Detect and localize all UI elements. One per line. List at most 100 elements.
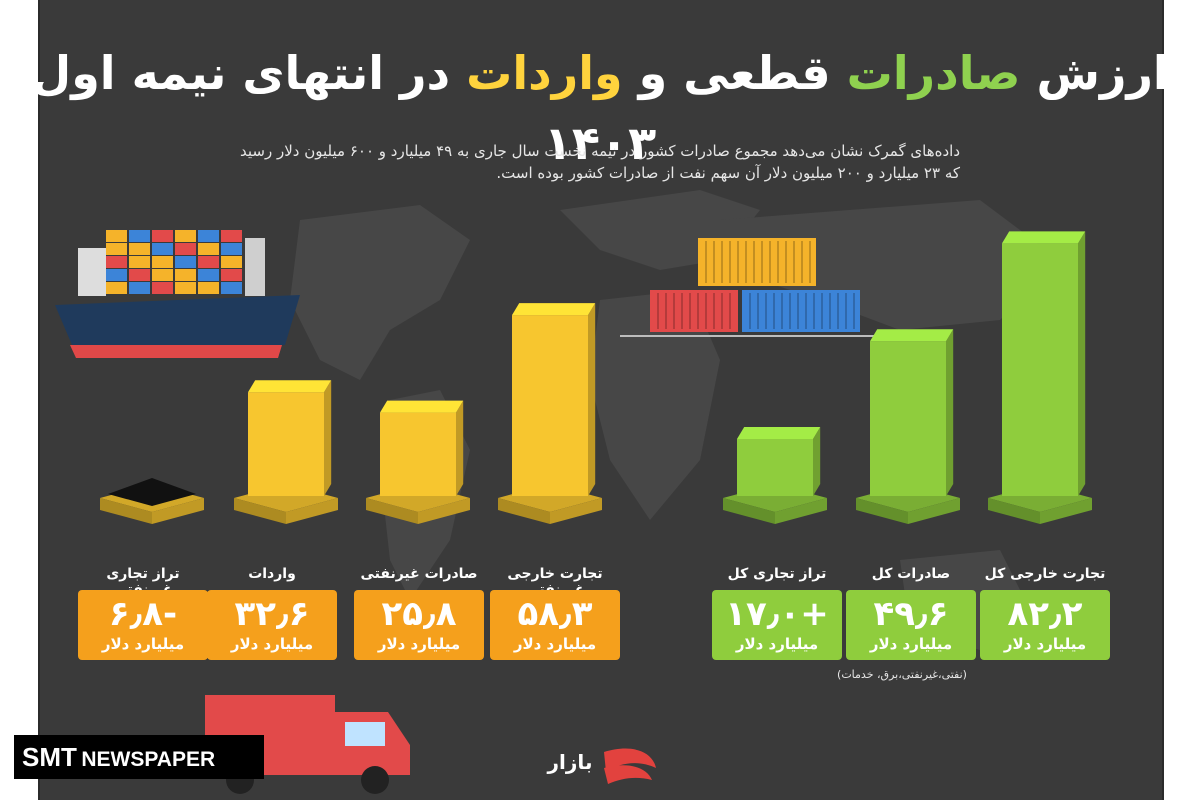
ship-container	[129, 230, 150, 242]
ship-container	[175, 230, 196, 242]
bar-side	[813, 427, 821, 496]
brand-part-2: NEWSPAPER	[81, 748, 216, 771]
value-box-total-balance: +۱۷٫۰ میلیارد دلار	[712, 590, 842, 660]
ship-container	[129, 269, 150, 281]
ship-container	[106, 256, 127, 268]
description-line-2: که ۲۳ میلیارد و ۲۰۰ میلیون دلار آن سهم ن…	[496, 164, 960, 182]
infographic-title: ارزش صادرات قطعی و واردات در انتهای نیمه…	[0, 38, 1200, 178]
left-border-line	[38, 0, 40, 800]
bar-base-side	[286, 498, 338, 524]
label-imports: واردات	[248, 566, 296, 582]
bar-0-0	[498, 303, 602, 524]
title-part-3: قطعی و	[622, 46, 847, 100]
bar-base-side	[988, 498, 1040, 524]
description: داده‌های گمرک نشان می‌دهد مجموع صادرات ک…	[220, 140, 960, 184]
bar-side	[456, 400, 464, 496]
ship-container	[198, 243, 219, 255]
label-total-exports: صادرات کل	[871, 566, 951, 582]
bar-top	[1002, 231, 1086, 244]
bar-top	[380, 400, 464, 413]
bar-front	[737, 439, 813, 496]
unit-total-trade: میلیارد دلار	[1003, 635, 1087, 653]
ship-container	[198, 230, 219, 242]
bar-side	[324, 380, 332, 496]
smt-newspaper-watermark: SMT NEWSPAPER	[14, 735, 264, 779]
ship-container	[106, 282, 127, 294]
bar-front	[1002, 243, 1078, 496]
value-box-total-trade: ۸۲٫۲ میلیارد دلار	[980, 590, 1110, 660]
bar-base-side	[152, 498, 204, 524]
title-exports-word: صادرات	[846, 46, 1021, 100]
bar-side	[1078, 231, 1086, 496]
bar-base-side	[100, 498, 152, 524]
bar-base-side	[775, 498, 827, 524]
bar-front	[870, 341, 946, 496]
ship-container	[198, 256, 219, 268]
bar-base-side	[234, 498, 286, 524]
value-total-exports: ۴۹٫۶	[873, 594, 949, 634]
bar-base-side	[550, 498, 602, 524]
bar-base-side	[856, 498, 908, 524]
bar-top	[737, 427, 821, 439]
shipping-containers-icon	[620, 238, 880, 337]
ship-container	[129, 256, 150, 268]
unit-nonoil-balance: میلیارد دلار	[101, 635, 185, 653]
value-total-balance: +۱۷٫۰	[725, 594, 829, 634]
value-nonoil-trade: ۵۸٫۳	[517, 594, 593, 634]
ship-container	[152, 230, 173, 242]
total-exports-note: (نفتی،غیرنفتی،برق، خدمات)	[837, 668, 967, 681]
ship-container	[106, 243, 127, 255]
ship-container	[152, 256, 173, 268]
bar-0-2	[234, 380, 338, 524]
bar-front	[512, 315, 588, 496]
logo-text: بازار	[547, 750, 593, 774]
label-nonoil-exports: صادرات غیرنفتی	[360, 566, 478, 582]
value-box-nonoil-trade: ۵۸٫۳ میلیارد دلار	[490, 590, 620, 660]
title-imports-word: واردات	[466, 46, 623, 100]
bar-base-side	[366, 498, 418, 524]
title-part-1: ارزش	[1020, 46, 1169, 100]
bar-top	[248, 380, 332, 393]
title-part-5: در انتهای نیمه اول ۱۴۰۳	[31, 46, 657, 170]
ship-container	[175, 282, 196, 294]
value-nonoil-balance: -۶٫۸	[108, 594, 178, 634]
value-total-trade: ۸۲٫۲	[1007, 594, 1083, 634]
value-nonoil-exports: ۲۵٫۸	[381, 594, 457, 634]
bar-base-side	[908, 498, 960, 524]
ship-container	[221, 256, 242, 268]
label-total-balance: تراز تجاری کل	[727, 566, 827, 582]
ship-container	[221, 269, 242, 281]
bar-negative-hole	[108, 478, 196, 506]
cargo-ship-icon	[55, 230, 300, 358]
description-line-1: داده‌های گمرک نشان می‌دهد مجموع صادرات ک…	[240, 142, 960, 160]
ship-container	[198, 282, 219, 294]
ship-container	[129, 243, 150, 255]
unit-total-exports: میلیارد دلار	[869, 635, 953, 653]
ship-container	[152, 282, 173, 294]
value-box-imports: ۳۲٫۶ میلیارد دلار	[207, 590, 337, 660]
ship-container	[152, 269, 173, 281]
value-box-nonoil-balance: -۶٫۸ میلیارد دلار	[78, 590, 208, 660]
ship-container	[221, 243, 242, 255]
value-box-total-exports: ۴۹٫۶ میلیارد دلار	[846, 590, 976, 660]
bar-base-side	[1040, 498, 1092, 524]
ship-container	[198, 269, 219, 281]
unit-nonoil-trade: میلیارد دلار	[513, 635, 597, 653]
bar-front	[248, 392, 324, 496]
ship-container	[106, 269, 127, 281]
ship-container	[175, 243, 196, 255]
bar-side	[946, 329, 954, 496]
bar-1-1	[856, 329, 960, 524]
bar-base-side	[418, 498, 470, 524]
bar-0-1	[366, 400, 470, 524]
bar-1-2	[723, 427, 827, 524]
bar-front	[380, 412, 456, 496]
ship-container	[221, 282, 242, 294]
unit-imports: میلیارد دلار	[230, 635, 314, 653]
unit-nonoil-exports: میلیارد دلار	[377, 635, 461, 653]
bar-side	[588, 303, 596, 496]
right-border-line	[1162, 0, 1164, 800]
label-total-trade: تجارت خارجی کل	[984, 566, 1106, 582]
bazar-logo: بازار	[540, 738, 666, 788]
bar-0-3	[100, 478, 204, 524]
